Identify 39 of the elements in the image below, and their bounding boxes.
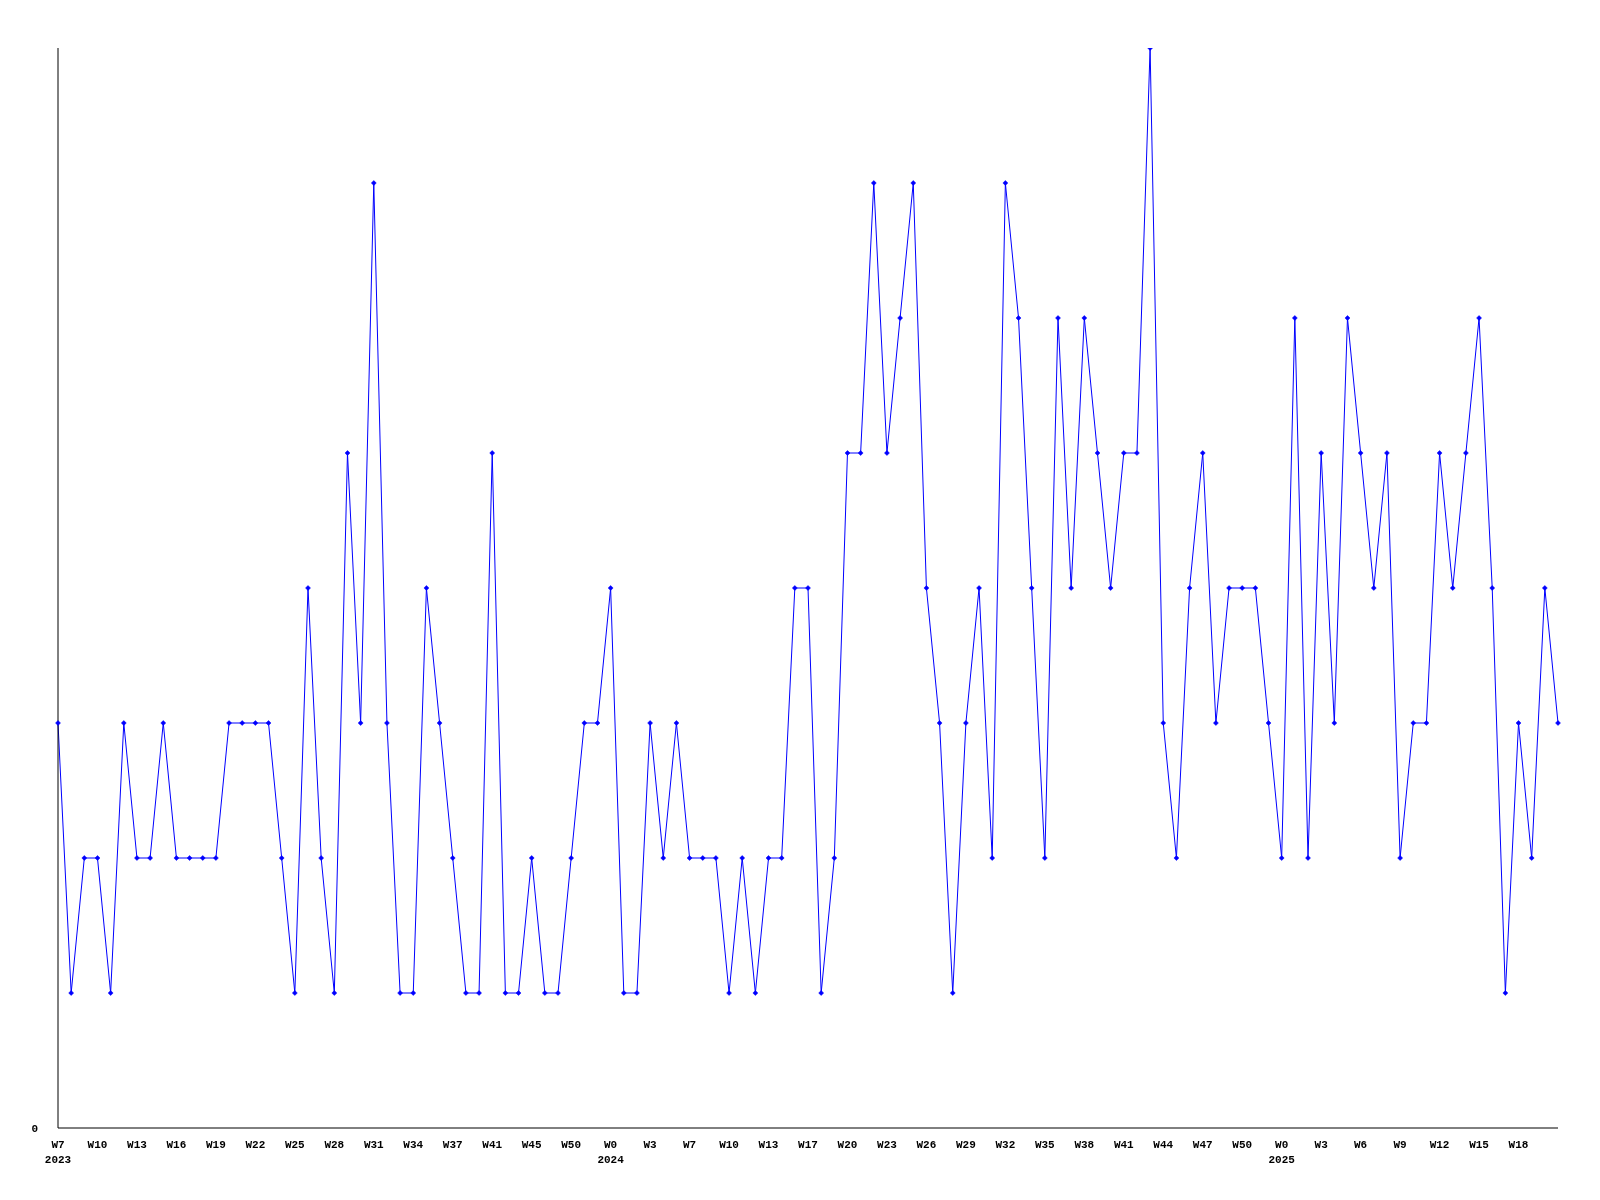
x-tick-label: W38 (1074, 1139, 1095, 1151)
x-tick-label: W19 (205, 1139, 226, 1151)
x-tick-label: W7 2023 (44, 1139, 72, 1166)
x-tick-label: W10 (719, 1139, 739, 1151)
x-tick-label: W34 (403, 1139, 424, 1151)
x-tick-label: W23 (877, 1139, 898, 1151)
x-tick-label: W26 (916, 1139, 937, 1151)
x-tick-label: W18 (1508, 1139, 1529, 1151)
x-tick-label: W3 (643, 1139, 658, 1151)
x-tick-label: W45 (521, 1139, 542, 1151)
x-tick-label: W35 (1034, 1139, 1056, 1151)
x-tick-label: W13 (127, 1139, 148, 1151)
x-tick-label: W12 (1429, 1139, 1450, 1151)
x-tick-label: W22 (245, 1139, 266, 1151)
text: 0 (31, 1122, 38, 1135)
x-tick-label: W16 (166, 1139, 187, 1151)
x-tick-label: W47 (1192, 1139, 1213, 1151)
x-tick-label: W44 (1153, 1139, 1174, 1151)
x-tick-label: W7 (682, 1139, 697, 1151)
x-tick-label: W31 (363, 1139, 385, 1151)
x-tick-label: W13 (758, 1139, 779, 1151)
x-tick-label: W50 (561, 1139, 582, 1151)
x-tick-label: W41 (1113, 1139, 1135, 1151)
x-tick-label: W25 (284, 1139, 306, 1151)
x-tick-label: W0 2024 (597, 1139, 625, 1166)
x-tick-label: W20 (837, 1139, 858, 1151)
x-tick-label: W41 (482, 1139, 503, 1151)
x-tick-label: W28 (324, 1139, 345, 1151)
x-tick-label: W29 (955, 1139, 976, 1151)
x-tick-label: W6 (1354, 1139, 1368, 1151)
x-tick-label: W0 2025 (1268, 1139, 1296, 1166)
x-tick-label: W15 (1469, 1139, 1490, 1151)
x-tick-label: W32 (995, 1139, 1016, 1151)
x-tick-label: W37 (442, 1139, 463, 1151)
x-tick-label: W50 (1232, 1139, 1253, 1151)
x-tick-label: W10 (87, 1139, 108, 1151)
x-tick-label: W9 (1393, 1139, 1407, 1151)
x-tick-label: W17 (798, 1139, 818, 1151)
x-tick-label: W3 (1314, 1139, 1329, 1151)
